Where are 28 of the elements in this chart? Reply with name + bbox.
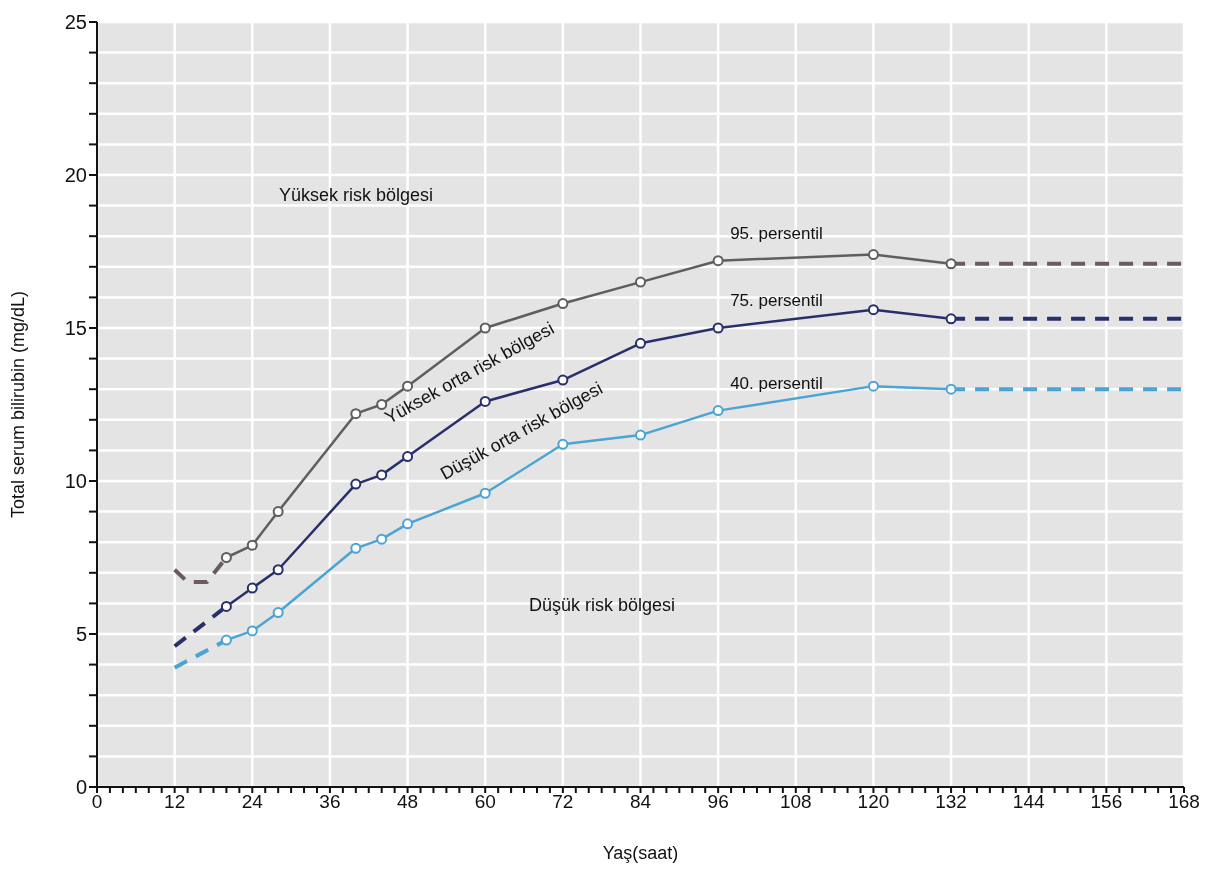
x-tick-label: 108	[779, 791, 812, 813]
y-tick-label: 10	[64, 470, 87, 493]
annotation: Düşük risk bölgesi	[528, 594, 676, 615]
x-tick-label: 132	[935, 791, 967, 813]
x-tick-label: 60	[474, 791, 496, 813]
x-axis-title: Yaş(saat)	[602, 843, 679, 863]
y-axis-title: Total serum bilirubin (mg/dL)	[8, 290, 29, 519]
x-tick-label: 0	[91, 791, 103, 813]
y-tick-label: 5	[75, 623, 87, 646]
x-tick-label: 156	[1090, 791, 1123, 813]
x-tick-label: 84	[629, 791, 652, 813]
y-tick-label: 0	[75, 776, 87, 799]
series-label: 95. persentil	[730, 223, 823, 243]
x-tick-label: 144	[1012, 791, 1045, 813]
x-tick-label: 12	[164, 791, 186, 813]
x-tick-label: 168	[1168, 791, 1200, 813]
y-tick-label: 20	[64, 164, 87, 187]
series-label: 40. persentil	[730, 373, 823, 393]
series-label: 75. persentil	[730, 291, 823, 310]
x-tick-label: 48	[397, 791, 419, 813]
x-tick-label: 24	[241, 791, 264, 813]
y-tick-label: 15	[64, 317, 87, 340]
x-tick-label: 36	[319, 791, 341, 813]
x-tick-label: 120	[857, 791, 890, 813]
y-tick-label: 25	[64, 11, 87, 34]
annotation: Yüksek risk bölgesi	[278, 184, 434, 205]
x-tick-label: 72	[552, 791, 574, 813]
x-tick-label: 96	[707, 791, 729, 813]
